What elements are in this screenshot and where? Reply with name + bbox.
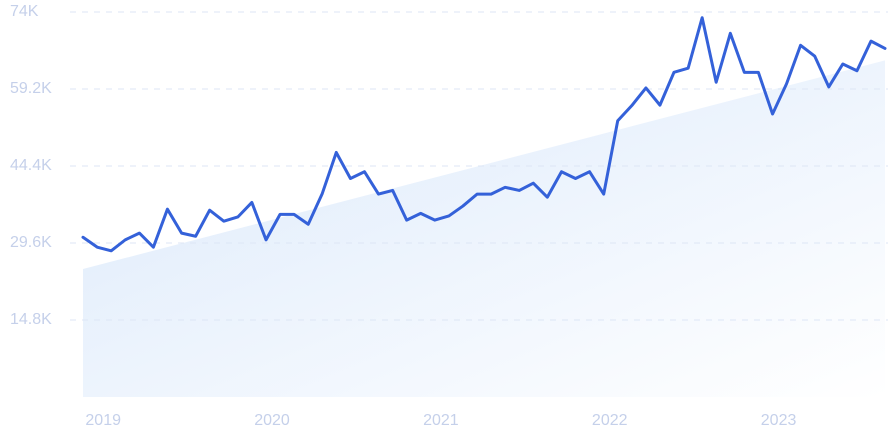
y-tick-label: 29.6K [10,234,52,251]
y-tick-label: 14.8K [10,311,52,328]
y-tick-label: 59.2K [10,80,52,97]
line [81,16,887,253]
y-tick-label: 44.4K [10,157,52,174]
x-tick-label: 2021 [423,412,459,429]
x-tick-label: 2022 [592,412,628,429]
y-tick-label: 74K [10,3,39,20]
x-tick-label: 2019 [85,412,121,429]
x-tick-label: 2020 [254,412,290,429]
x-tick-label: 2023 [761,412,797,429]
trend-area [83,60,885,398]
